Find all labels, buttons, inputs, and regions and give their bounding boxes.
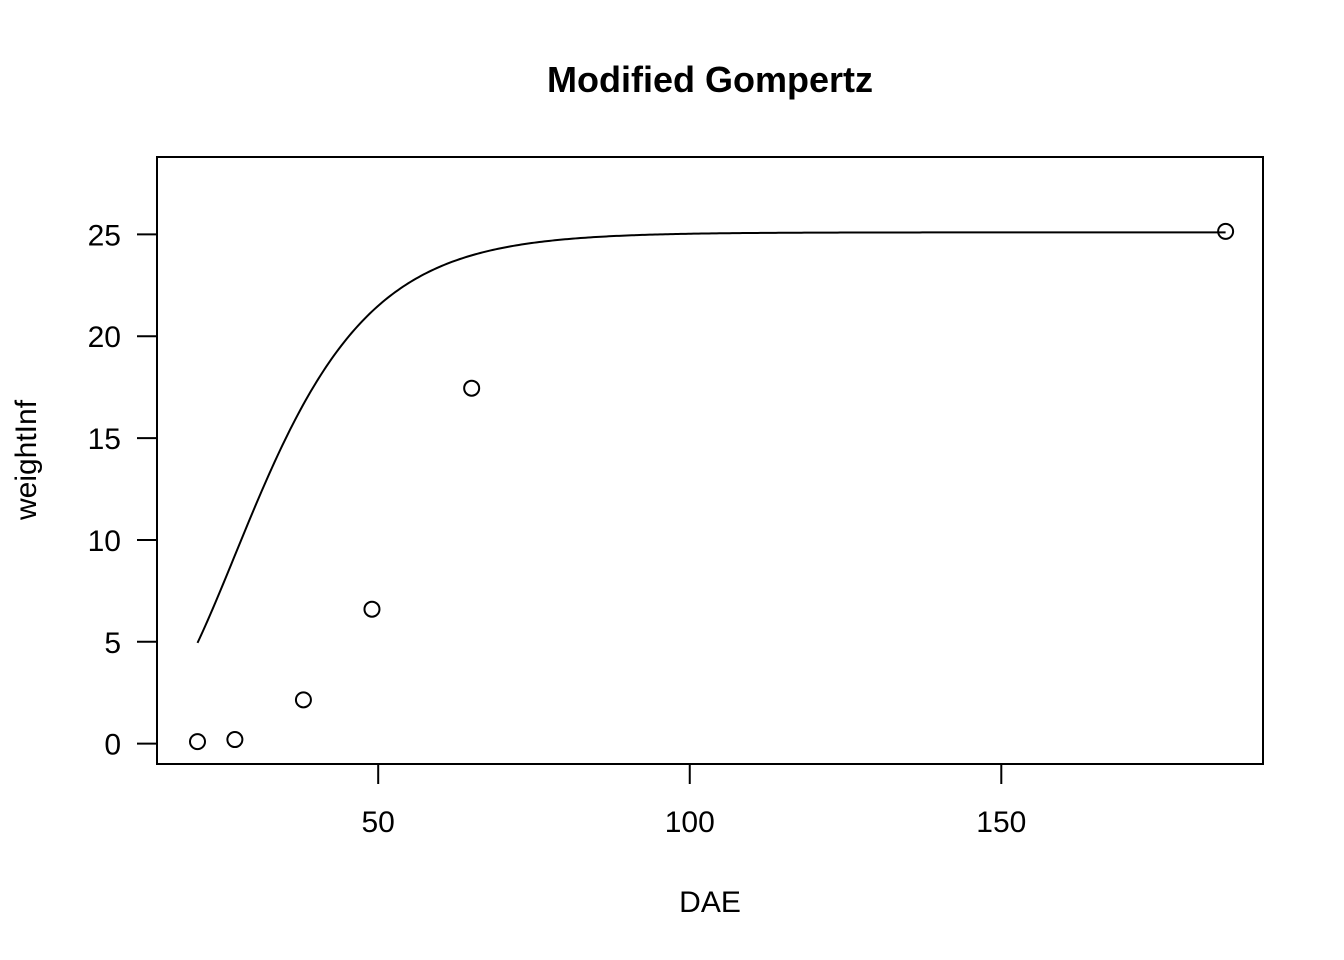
- data-point: [463, 379, 481, 397]
- x-tick-label: 100: [665, 806, 715, 839]
- y-tick-label: 20: [88, 321, 121, 354]
- data-point: [226, 731, 244, 749]
- chart-title: Modified Gompertz: [547, 59, 873, 100]
- x-axis-label: DAE: [679, 886, 741, 919]
- y-tick-label: 15: [88, 423, 121, 456]
- y-axis-label: weightInf: [10, 399, 43, 521]
- x-tick-label: 150: [976, 806, 1026, 839]
- plot-frame: [156, 156, 1264, 765]
- data-point: [294, 691, 312, 709]
- x-tick-label: 50: [362, 806, 395, 839]
- y-tick-label: 25: [88, 219, 121, 252]
- data-points: [189, 222, 1235, 751]
- y-tick-label: 0: [104, 729, 121, 762]
- y-axis: 0 5 10 15 20 25: [88, 219, 158, 762]
- data-point: [189, 733, 207, 751]
- data-point: [363, 600, 381, 618]
- data-point: [1217, 222, 1235, 240]
- x-axis: 50 100 150: [362, 763, 1026, 839]
- y-tick-label: 5: [104, 627, 121, 660]
- y-tick-label: 10: [88, 525, 121, 558]
- fitted-curve: [196, 231, 1226, 644]
